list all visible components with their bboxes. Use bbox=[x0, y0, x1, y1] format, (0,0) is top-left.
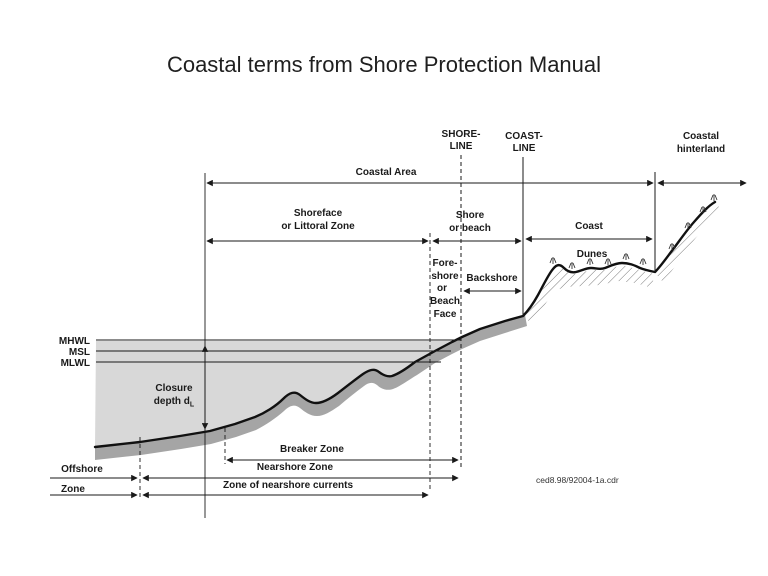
figure-credit: ced8.98/92004-1a.cdr bbox=[536, 475, 619, 485]
shore-beach-label-1: Shore bbox=[456, 210, 485, 221]
coastline-label-1: COAST- bbox=[505, 131, 543, 142]
hinterland-label-2: hinterland bbox=[677, 144, 725, 155]
page-title: Coastal terms from Shore Protection Manu… bbox=[166, 52, 602, 77]
nearshore-zone-label: Nearshore Zone bbox=[257, 462, 334, 473]
hinterland-label-1: Coastal bbox=[683, 131, 719, 142]
coast-label: Coast bbox=[575, 221, 603, 232]
offshore-zone-label-2: Zone bbox=[61, 484, 85, 495]
closure-depth-label-2: depth dL bbox=[154, 396, 195, 409]
hinterland-hatch-fill bbox=[656, 203, 722, 282]
shoreline-label-2: LINE bbox=[450, 141, 473, 152]
shoreface-label-2: or Littoral Zone bbox=[281, 221, 355, 232]
offshore-zone-label-1: Offshore bbox=[61, 464, 103, 475]
ground-profile-line bbox=[93, 200, 717, 449]
foreshore-label-4: Beach bbox=[430, 296, 460, 307]
foreshore-label-5: Face bbox=[434, 309, 457, 320]
shoreface-label-1: Shoreface bbox=[294, 208, 343, 219]
coastline-label-2: LINE bbox=[513, 143, 536, 154]
breaker-zone-label: Breaker Zone bbox=[280, 444, 344, 455]
coastal-area-label: Coastal Area bbox=[356, 167, 417, 178]
mhwl-label: MHWL bbox=[59, 336, 90, 347]
foreshore-label-1: Fore- bbox=[433, 258, 458, 269]
foreshore-label-2: shore bbox=[431, 271, 459, 282]
foreshore-label-3: or bbox=[437, 283, 447, 294]
sea-water-fill bbox=[95, 341, 457, 447]
nearshore-currents-label: Zone of nearshore currents bbox=[223, 480, 353, 491]
dunes-label: Dunes bbox=[577, 249, 608, 260]
dune-hatch-fill bbox=[524, 265, 654, 324]
shore-beach-label-2: or beach bbox=[449, 223, 491, 234]
water-level-lines bbox=[96, 339, 461, 363]
labels: SHORE- LINE COAST- LINE Coastal hinterla… bbox=[59, 129, 725, 495]
backshore-label: Backshore bbox=[466, 273, 518, 284]
zone-arrows bbox=[50, 179, 747, 499]
boundary-lines bbox=[139, 155, 656, 518]
mlwl-label: MLWL bbox=[61, 358, 90, 369]
closure-depth-label-1: Closure bbox=[155, 383, 193, 394]
seabed-sediment-band bbox=[95, 315, 527, 460]
shoreline-label-1: SHORE- bbox=[442, 129, 481, 140]
msl-label: MSL bbox=[69, 347, 90, 358]
